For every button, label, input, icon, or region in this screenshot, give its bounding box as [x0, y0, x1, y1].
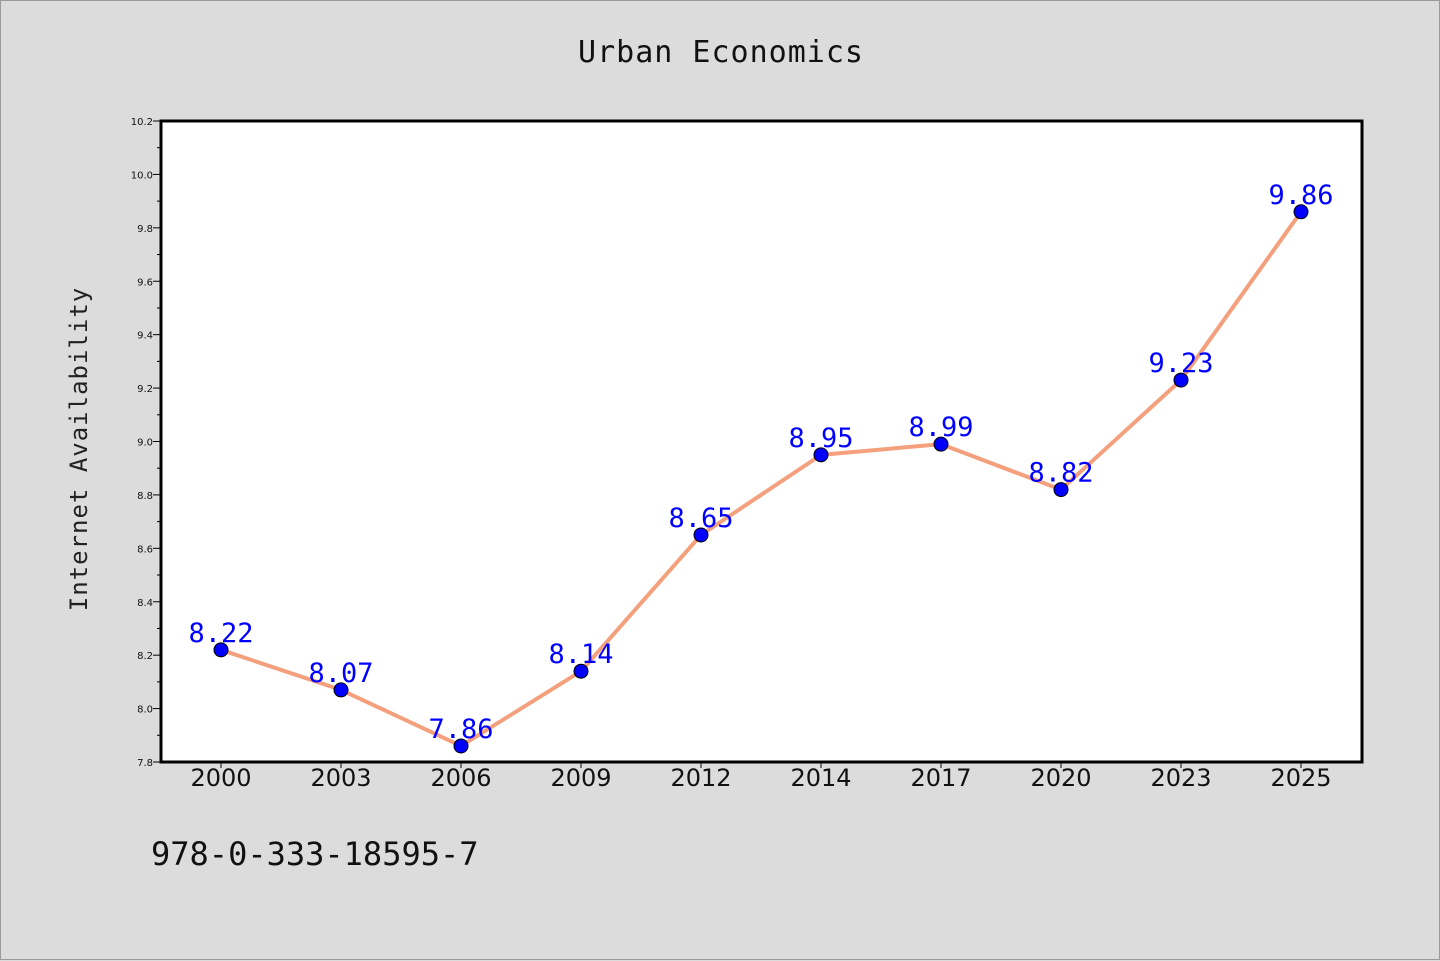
chart-title: Urban Economics [578, 35, 864, 70]
data-label: 9.23 [1148, 348, 1213, 379]
x-tick-label: 2014 [790, 764, 851, 792]
y-axis-label: Internet Availability [65, 287, 93, 611]
y-tick-label: 10.2 [131, 117, 153, 128]
y-tick-label: 8.0 [137, 705, 153, 716]
x-tick-label: 2006 [430, 764, 491, 792]
data-point [693, 527, 709, 543]
y-tick-label: 8.4 [137, 598, 153, 609]
data-point [1293, 204, 1309, 220]
data-label: 8.65 [668, 503, 733, 534]
data-label: 8.22 [188, 618, 253, 649]
y-tick-label: 8.2 [137, 651, 153, 662]
x-tick-label: 2003 [310, 764, 371, 792]
data-point [213, 642, 229, 658]
x-tick-label: 2023 [1150, 764, 1211, 792]
data-point [453, 738, 469, 754]
data-label: 8.14 [548, 639, 613, 670]
series-line [220, 210, 1303, 748]
x-tick-label: 2012 [670, 764, 731, 792]
data-point [1173, 372, 1189, 388]
y-tick-label: 9.4 [137, 331, 153, 342]
y-tick-label: 9.6 [137, 277, 153, 288]
isbn-text: 978-0-333-18595-7 [151, 835, 479, 873]
data-point [573, 663, 589, 679]
x-tick-label: 2025 [1270, 764, 1331, 792]
y-tick-label: 8.6 [137, 544, 153, 555]
data-point [933, 436, 949, 452]
y-tick-label: 8.8 [137, 491, 153, 502]
y-tick-label: 9.0 [137, 438, 153, 449]
data-label: 8.99 [908, 412, 973, 443]
data-label: 9.86 [1268, 180, 1333, 211]
data-label: 7.86 [428, 714, 493, 745]
x-tick-label: 2020 [1030, 764, 1091, 792]
y-tick-label: 9.2 [137, 384, 153, 395]
x-tick-label: 2000 [190, 764, 251, 792]
x-tick-label: 2009 [550, 764, 611, 792]
data-point [1053, 482, 1069, 498]
x-axis: 2000 2003 2006 2009 2012 2014 2017 2020 2023 2025 [190, 762, 1332, 792]
plot-area [159, 119, 1364, 764]
x-tick-label: 2017 [910, 764, 971, 792]
series-group: 8.22 8.07 7.86 8.14 8.65 8.95 8.99 8.82 9.23 9.86 [188, 180, 1334, 754]
y-tick-label: 7.8 [137, 758, 153, 769]
data-point [813, 447, 829, 463]
data-label: 8.07 [308, 658, 373, 689]
data-label: 8.82 [1028, 458, 1093, 489]
y-axis: 7.8 8.0 8.2 8.4 8.6 8.8 9.0 9.2 9.4 9.6 9.8 10.0 10.… [131, 117, 161, 769]
y-tick-label: 10.0 [131, 170, 153, 181]
y-tick-label: 9.8 [137, 224, 153, 235]
data-point [333, 682, 349, 698]
data-label: 8.95 [788, 423, 853, 454]
